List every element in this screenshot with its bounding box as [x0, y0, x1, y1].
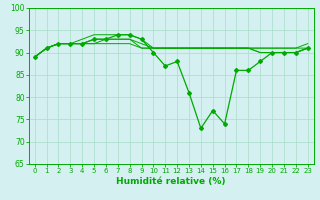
X-axis label: Humidité relative (%): Humidité relative (%)	[116, 177, 226, 186]
